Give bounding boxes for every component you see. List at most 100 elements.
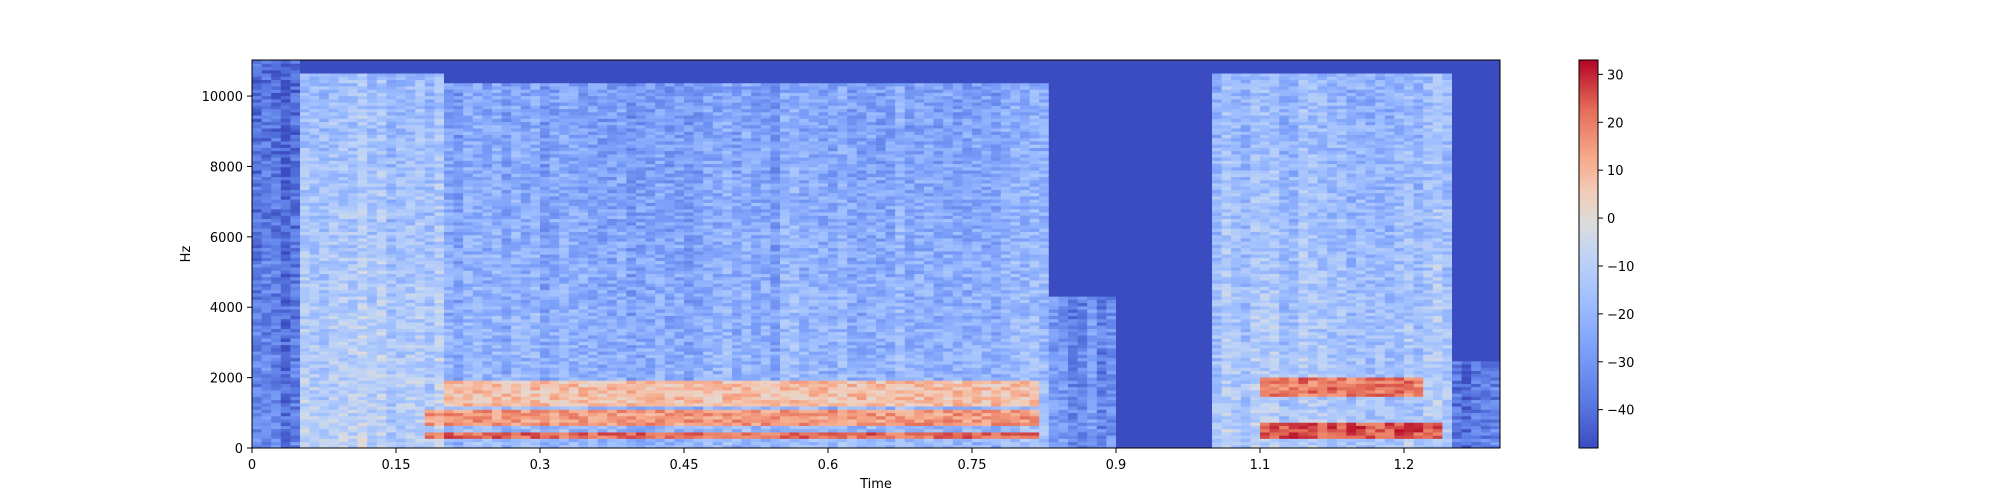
spectrogram-cell [290, 111, 301, 116]
spectrogram-cell [252, 244, 263, 249]
spectrogram-cell [386, 312, 397, 317]
spectrogram-cell [405, 234, 416, 239]
spectrogram-cell [290, 157, 301, 161]
spectrogram-cell [319, 98, 330, 103]
spectrogram-cell [376, 412, 387, 417]
spectrogram-cell [319, 228, 330, 232]
spectrogram-cell [396, 351, 407, 355]
spectrogram-cell [376, 173, 387, 177]
spectrogram-cell [300, 286, 311, 291]
spectrogram-cell [309, 279, 320, 284]
spectrogram-cell [386, 224, 397, 229]
spectrogram-cell [415, 211, 426, 216]
spectrogram-cell [376, 69, 387, 74]
spectrogram-cell [280, 60, 291, 64]
spectrogram-cell [280, 228, 291, 232]
spectrogram-cell [415, 134, 426, 139]
spectrogram-cell [386, 409, 397, 414]
spectrogram-cell [271, 273, 282, 278]
spectrogram-cell [415, 60, 426, 64]
spectrogram-cell [396, 312, 407, 317]
spectrogram-cell [396, 428, 407, 433]
spectrogram-cell [396, 95, 407, 100]
spectrogram-cell [328, 279, 339, 284]
spectrogram-cell [280, 182, 291, 187]
spectrogram-cell [396, 296, 407, 300]
spectrogram-cell [376, 195, 387, 200]
spectrogram-cell [472, 60, 483, 64]
spectrogram-cell [252, 224, 263, 229]
spectrogram-cell [338, 134, 349, 139]
spectrogram-cell [328, 176, 339, 181]
spectrogram-cell [415, 124, 426, 129]
spectrogram-cell [300, 360, 311, 365]
spectrogram-cell [300, 247, 311, 252]
spectrogram-cell [261, 386, 272, 391]
spectrogram-cell [300, 276, 311, 281]
spectrogram-cell [271, 380, 282, 384]
spectrogram-cell [386, 124, 397, 129]
spectrogram-cell [415, 299, 426, 304]
spectrogram-cell [328, 351, 339, 355]
spectrogram-cell [328, 376, 339, 381]
spectrogram-cell [290, 140, 301, 145]
spectrogram-cell [309, 182, 320, 187]
spectrogram-cell [280, 108, 291, 113]
spectrogram-cell [386, 218, 397, 223]
spectrogram-cell [271, 208, 282, 213]
spectrogram-cell [252, 134, 263, 139]
spectrogram-cell [261, 270, 272, 274]
spectrogram-cell [300, 150, 311, 155]
spectrogram-cell [386, 305, 397, 310]
spectrogram-cell [348, 118, 359, 123]
spectrogram-cell [405, 376, 416, 381]
spectrogram-cell [357, 173, 368, 177]
spectrogram-cell [348, 186, 359, 190]
spectrogram-cell [280, 186, 291, 190]
spectrogram-cell [348, 438, 359, 443]
spectrogram-cell [338, 92, 349, 97]
spectrogram-cell [376, 144, 387, 148]
spectrogram-cell [376, 254, 387, 258]
spectrogram-cell [309, 173, 320, 177]
spectrogram-cell [252, 153, 263, 158]
spectrogram-cell [396, 160, 407, 165]
spectrogram-cell [309, 435, 320, 439]
spectrogram-cell [348, 114, 359, 119]
spectrogram-cell [376, 241, 387, 245]
spectrogram-cell [415, 169, 426, 174]
spectrogram-cell [261, 315, 272, 320]
spectrogram-cell [415, 82, 426, 87]
spectrogram-cell [386, 257, 397, 262]
spectrogram-cell [300, 63, 311, 68]
spectrogram-cell [280, 241, 291, 245]
spectrogram-cell [271, 266, 282, 271]
spectrogram-cell [376, 199, 387, 203]
spectrogram-cell [290, 399, 301, 404]
spectrogram-cell [348, 415, 359, 420]
spectrogram-cell [328, 305, 339, 310]
spectrogram-cell [328, 338, 339, 342]
spectrogram-cell [357, 402, 368, 407]
spectrogram-cell [328, 92, 339, 97]
spectrogram-cell [319, 179, 330, 184]
spectrogram-cell [319, 173, 330, 177]
spectrogram-cell [338, 373, 349, 378]
spectrogram-cell [396, 415, 407, 420]
spectrogram-cell [376, 305, 387, 310]
spectrogram-cell [376, 363, 387, 368]
spectrogram-cell [300, 228, 311, 232]
spectrogram-cell [271, 305, 282, 310]
spectrogram-cell [271, 124, 282, 129]
spectrogram-cell [396, 441, 407, 446]
spectrogram-cell [367, 169, 378, 174]
spectrogram-cell [280, 283, 291, 287]
spectrogram-cell [319, 163, 330, 168]
spectrogram-cell [271, 376, 282, 381]
spectrogram-cell [271, 237, 282, 242]
spectrogram-cell [328, 163, 339, 168]
spectrogram-cell [348, 399, 359, 404]
spectrogram-cell [261, 111, 272, 116]
spectrogram-cell [300, 179, 311, 184]
spectrogram-cell [367, 289, 378, 294]
